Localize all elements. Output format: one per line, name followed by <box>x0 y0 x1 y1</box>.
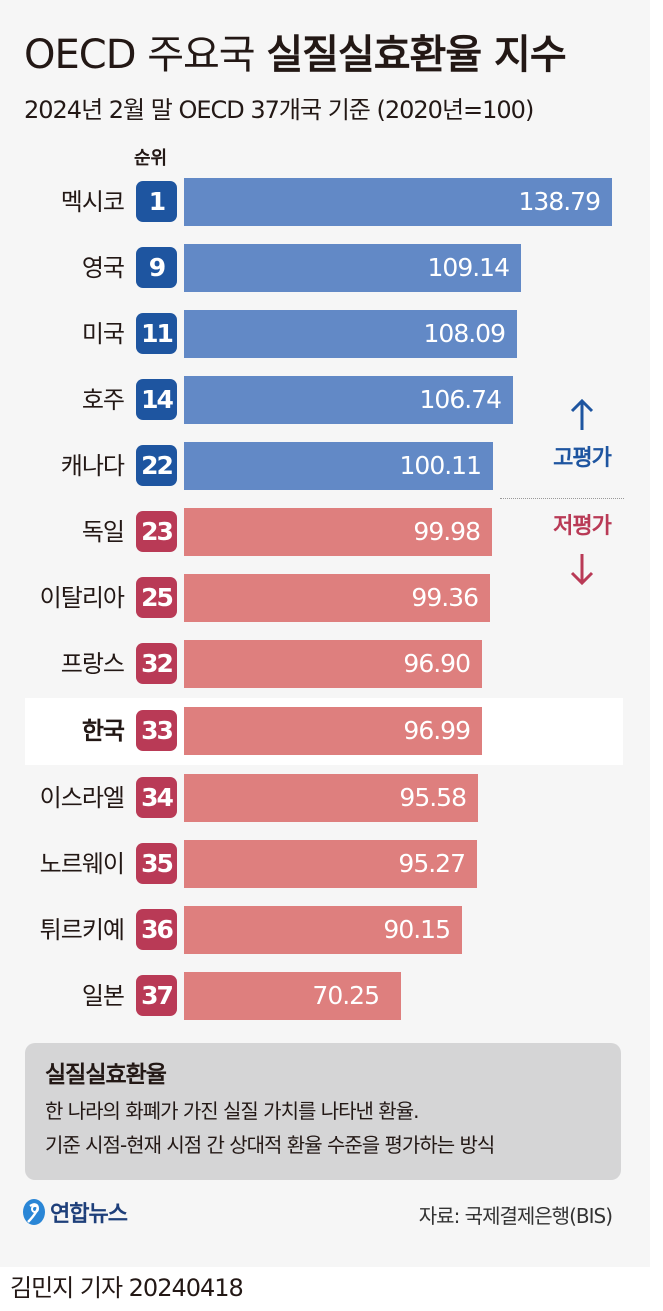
rank-badge: 9 <box>136 247 177 288</box>
rank-badge: 37 <box>136 975 177 1016</box>
bar-row-highlighted: 한국 33 96.99 <box>0 707 650 755</box>
bar-row: 이탈리아 25 99.36 <box>0 574 650 622</box>
rank-badge: 34 <box>136 777 177 818</box>
bar-row: 튀르키예 36 90.15 <box>0 906 650 954</box>
bar: 96.99 <box>184 707 482 755</box>
definition-line-2: 기준 시점-현재 시점 간 상대적 환율 수준을 평가하는 방식 <box>45 1133 495 1157</box>
bar: 96.90 <box>184 640 482 688</box>
bar-value: 96.90 <box>403 649 471 678</box>
arrow-down-icon <box>570 554 594 586</box>
bar: 108.09 <box>184 310 517 358</box>
rank-badge: 33 <box>136 710 177 751</box>
country-label: 이탈리아 <box>39 584 125 612</box>
bar-value: 138.79 <box>518 187 601 216</box>
legend-undervalued-label: 저평가 <box>553 514 612 539</box>
source-note: 자료: 국제결제은행(BIS) <box>418 1204 613 1228</box>
rank-badge: 36 <box>136 909 177 950</box>
country-label: 노르웨이 <box>39 850 125 878</box>
bar-value: 95.27 <box>398 849 466 878</box>
bar-row: 이스라엘 34 95.58 <box>0 774 650 822</box>
yonhap-logo: 연합뉴스 <box>22 1196 128 1228</box>
bar-row: 일본 37 70.25 <box>0 972 650 1020</box>
bar-value: 99.98 <box>413 517 481 546</box>
title-light: OECD 주요국 <box>24 32 267 78</box>
rank-column-header: 순위 <box>134 148 168 169</box>
bar: 106.74 <box>184 376 513 424</box>
rank-badge: 22 <box>136 445 177 486</box>
legend-undervalued: 저평가 <box>540 508 624 586</box>
bar-row: 프랑스 32 96.90 <box>0 640 650 688</box>
bar: 138.79 <box>184 178 612 226</box>
bar-value: 109.14 <box>427 253 510 282</box>
bar: 109.14 <box>184 244 521 292</box>
country-label: 캐나다 <box>60 452 125 480</box>
rank-badge: 11 <box>136 313 177 354</box>
country-label: 멕시코 <box>60 188 125 216</box>
bar: 99.36 <box>184 574 490 622</box>
country-label: 독일 <box>81 518 125 546</box>
country-label: 프랑스 <box>60 650 125 678</box>
country-label: 일본 <box>81 982 125 1010</box>
definition-title: 실질실효환율 <box>45 1062 167 1088</box>
bar-row: 캐나다 22 100.11 <box>0 442 650 490</box>
bar-value: 108.09 <box>423 319 506 348</box>
infographic-canvas: OECD 주요국 실질실효환율 지수 2024년 2월 말 OECD 37개국 … <box>0 22 650 1228</box>
yonhap-logo-text: 연합뉴스 <box>50 1202 128 1227</box>
bar-value: 95.58 <box>399 783 467 812</box>
bar-row: 호주 14 106.74 <box>0 376 650 424</box>
arrow-up-icon <box>570 398 594 430</box>
byline: 김민지 기자 20240418 <box>10 1274 244 1302</box>
bar-row: 영국 9 109.14 <box>0 244 650 292</box>
country-label: 호주 <box>81 386 125 414</box>
bar: 99.98 <box>184 508 492 556</box>
country-label: 영국 <box>81 254 125 282</box>
title-bold: 실질실효환율 지수 <box>266 32 566 78</box>
bar-value: 106.74 <box>419 385 502 414</box>
country-label: 이스라엘 <box>39 784 125 812</box>
bar-value: 100.11 <box>399 451 482 480</box>
rank-badge: 25 <box>136 577 177 618</box>
legend-overvalued: 고평가 <box>540 398 624 472</box>
bar: 90.15 <box>184 906 462 954</box>
bar-row: 독일 23 99.98 <box>0 508 650 556</box>
bar-row: 미국 11 108.09 <box>0 310 650 358</box>
yonhap-globe-icon <box>23 1199 45 1225</box>
legend-overvalued-label: 고평가 <box>553 446 612 471</box>
rank-badge: 23 <box>136 511 177 552</box>
definition-line-1: 한 나라의 화폐가 가진 실질 가치를 나타낸 환율. <box>45 1099 419 1123</box>
bar-value: 99.36 <box>411 583 479 612</box>
bar: 95.58 <box>184 774 478 822</box>
bar-row: 노르웨이 35 95.27 <box>0 840 650 888</box>
rank-badge: 1 <box>136 181 177 222</box>
country-label: 미국 <box>81 320 125 348</box>
bar-value: 70.25 <box>312 981 380 1010</box>
definition-box: 실질실효환율 한 나라의 화폐가 가진 실질 가치를 나타낸 환율. 기준 시점… <box>25 1043 621 1180</box>
bar-value: 90.15 <box>383 915 451 944</box>
page-title: OECD 주요국 실질실효환율 지수 <box>24 22 567 80</box>
country-label: 튀르키예 <box>39 916 125 944</box>
legend-divider <box>500 498 624 499</box>
bar-value: 96.99 <box>403 716 471 745</box>
rank-badge: 32 <box>136 643 177 684</box>
rank-badge: 35 <box>136 843 177 884</box>
bar: 100.11 <box>184 442 493 490</box>
bar: 95.27 <box>184 840 477 888</box>
rank-badge: 14 <box>136 379 177 420</box>
country-label: 한국 <box>81 717 125 745</box>
bar: 70.25 <box>184 972 401 1020</box>
subtitle: 2024년 2월 말 OECD 37개국 기준 (2020년=100) <box>24 96 534 124</box>
bar-row: 멕시코 1 138.79 <box>0 178 650 226</box>
